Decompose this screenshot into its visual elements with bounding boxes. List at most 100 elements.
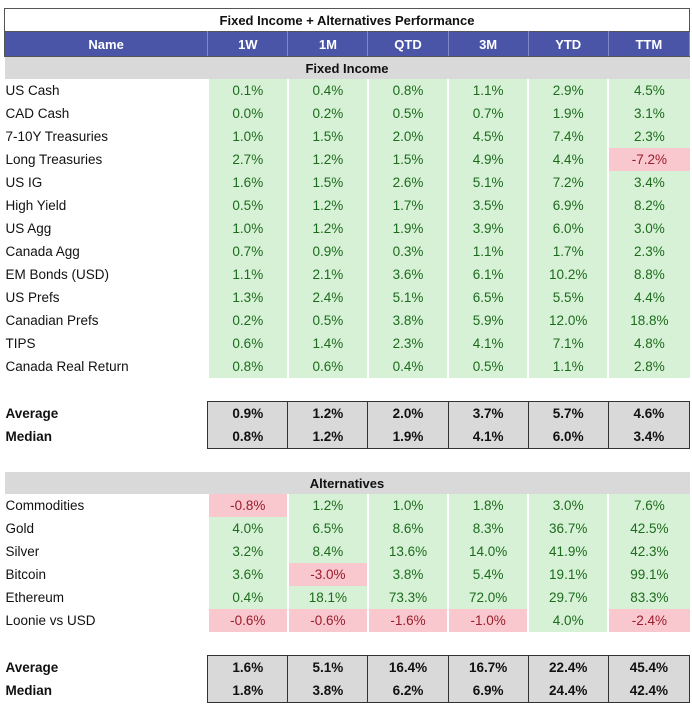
column-header-1w[interactable]: 1W xyxy=(207,31,289,57)
value-cell: 0.2% xyxy=(206,309,288,332)
row-name: Commodities xyxy=(5,498,85,513)
value-cell: -0.6% xyxy=(286,609,368,632)
value-cell: 0.6% xyxy=(206,332,288,355)
value-cell: 6.0% xyxy=(527,217,609,240)
table-row: Canadian Prefs 0.2% 0.5% 3.8% 5.9% 12.0% 18.8% xyxy=(5,309,690,332)
summary-row: Median 1.8% 3.8% 6.2% 6.9% 24.4% 42.4% xyxy=(5,679,691,703)
column-header-name[interactable]: Name xyxy=(3,31,209,57)
row-name: US Prefs xyxy=(5,290,60,305)
table-row: Loonie vs USD -0.6% -0.6% -1.6% -1.0% 4.0% -2.… xyxy=(5,609,690,632)
summary-value: 0.9% xyxy=(207,401,289,425)
row-name: Gold xyxy=(5,521,35,536)
value-cell: 2.1% xyxy=(286,263,368,286)
summary-value: 22.4% xyxy=(527,655,609,679)
value-cell: 13.6% xyxy=(366,540,449,563)
value-cell: 6.1% xyxy=(447,263,529,286)
value-cell: 19.1% xyxy=(527,563,609,586)
summary-value: 16.7% xyxy=(447,655,529,679)
row-name: Canada Agg xyxy=(5,244,80,259)
value-cell: 1.0% xyxy=(366,494,449,517)
table-row: High Yield 0.5% 1.2% 1.7% 3.5% 6.9% 8.2% xyxy=(5,194,690,217)
row-name: Canadian Prefs xyxy=(5,313,99,328)
summary-value: 6.2% xyxy=(367,679,449,703)
column-header-1m[interactable]: 1M xyxy=(287,31,369,57)
value-cell: 2.3% xyxy=(607,125,690,148)
row-name: Loonie vs USD xyxy=(5,613,96,628)
table-row: US Agg 1.0% 1.2% 1.9% 3.9% 6.0% 3.0% xyxy=(5,217,690,240)
value-cell: 10.2% xyxy=(527,263,609,286)
summary-value: 5.7% xyxy=(527,401,609,425)
value-cell: 3.0% xyxy=(607,217,690,240)
value-cell: 4.0% xyxy=(206,517,288,540)
value-cell: 6.5% xyxy=(286,517,368,540)
value-cell: 1.9% xyxy=(366,217,449,240)
value-cell: 3.2% xyxy=(206,540,288,563)
value-cell: 1.2% xyxy=(286,494,368,517)
value-cell: 5.1% xyxy=(366,286,449,309)
column-header-3m[interactable]: 3M xyxy=(447,31,529,57)
value-cell: 73.3% xyxy=(366,586,449,609)
value-cell: 36.7% xyxy=(527,517,609,540)
value-cell: 0.7% xyxy=(447,102,529,125)
value-cell: 6.5% xyxy=(447,286,529,309)
section-title: Alternatives xyxy=(4,472,690,494)
summary-value: 1.6% xyxy=(207,655,289,679)
value-cell: 0.6% xyxy=(286,355,368,378)
value-cell: 72.0% xyxy=(447,586,529,609)
spacer-row xyxy=(5,449,690,473)
value-cell: -1.6% xyxy=(366,609,449,632)
value-cell: 2.3% xyxy=(607,240,690,263)
value-cell: 0.4% xyxy=(206,586,288,609)
value-cell: 5.4% xyxy=(447,563,529,586)
table-row: 7-10Y Treasuries 1.0% 1.5% 2.0% 4.5% 7.4% 2.3% xyxy=(5,125,690,148)
value-cell: 42.3% xyxy=(607,540,690,563)
summary-value: 42.4% xyxy=(607,679,691,703)
table-row: CAD Cash 0.0% 0.2% 0.5% 0.7% 1.9% 3.1% xyxy=(5,102,690,125)
row-name: US Cash xyxy=(5,83,60,98)
value-cell: 0.5% xyxy=(286,309,368,332)
value-cell: 3.6% xyxy=(206,563,288,586)
table-row: Ethereum 0.4% 18.1% 73.3% 72.0% 29.7% 83.3% xyxy=(5,586,690,609)
value-cell: 8.2% xyxy=(607,194,690,217)
spacer-cell xyxy=(5,378,690,402)
spacer-cell xyxy=(5,632,690,656)
title-row: Fixed Income + Alternatives Performance xyxy=(4,8,690,32)
value-cell: 0.5% xyxy=(206,194,288,217)
value-cell: 1.1% xyxy=(447,79,529,102)
value-cell: 3.4% xyxy=(607,171,690,194)
value-cell: 3.6% xyxy=(366,263,449,286)
summary-value: 1.2% xyxy=(287,425,369,449)
column-header-ttm[interactable]: TTM xyxy=(607,31,691,57)
value-cell: 3.9% xyxy=(447,217,529,240)
value-cell: -2.4% xyxy=(607,609,690,632)
summary-label: Median xyxy=(5,429,53,445)
value-cell: 1.2% xyxy=(286,194,368,217)
summary-value: 3.8% xyxy=(287,679,369,703)
value-cell: -3.0% xyxy=(286,563,368,586)
value-cell: 83.3% xyxy=(607,586,690,609)
column-header-qtd[interactable]: QTD xyxy=(367,31,449,57)
row-name: 7-10Y Treasuries xyxy=(5,129,109,144)
table-row: Silver 3.2% 8.4% 13.6% 14.0% 41.9% 42.3% xyxy=(5,540,690,563)
value-cell: 1.4% xyxy=(286,332,368,355)
value-cell: 2.7% xyxy=(206,148,288,171)
row-name: CAD Cash xyxy=(5,106,70,121)
summary-label: Average xyxy=(5,659,59,675)
value-cell: 2.4% xyxy=(286,286,368,309)
value-cell: 1.7% xyxy=(527,240,609,263)
row-name: TIPS xyxy=(5,336,36,351)
row-name: High Yield xyxy=(5,198,67,213)
value-cell: -0.6% xyxy=(206,609,288,632)
value-cell: 5.9% xyxy=(447,309,529,332)
spacer-row xyxy=(5,378,690,402)
column-header-ytd[interactable]: YTD xyxy=(527,31,609,57)
section-header-row: Fixed Income xyxy=(4,56,690,79)
value-cell: -0.8% xyxy=(206,494,288,517)
value-cell: 0.8% xyxy=(206,355,288,378)
performance-table: Fixed Income + Alternatives Performance … xyxy=(3,8,691,703)
value-cell: 0.2% xyxy=(286,102,368,125)
value-cell: 0.5% xyxy=(366,102,449,125)
value-cell: 29.7% xyxy=(527,586,609,609)
table-body: Fixed Income + Alternatives Performance … xyxy=(3,8,691,703)
value-cell: 2.8% xyxy=(607,355,690,378)
